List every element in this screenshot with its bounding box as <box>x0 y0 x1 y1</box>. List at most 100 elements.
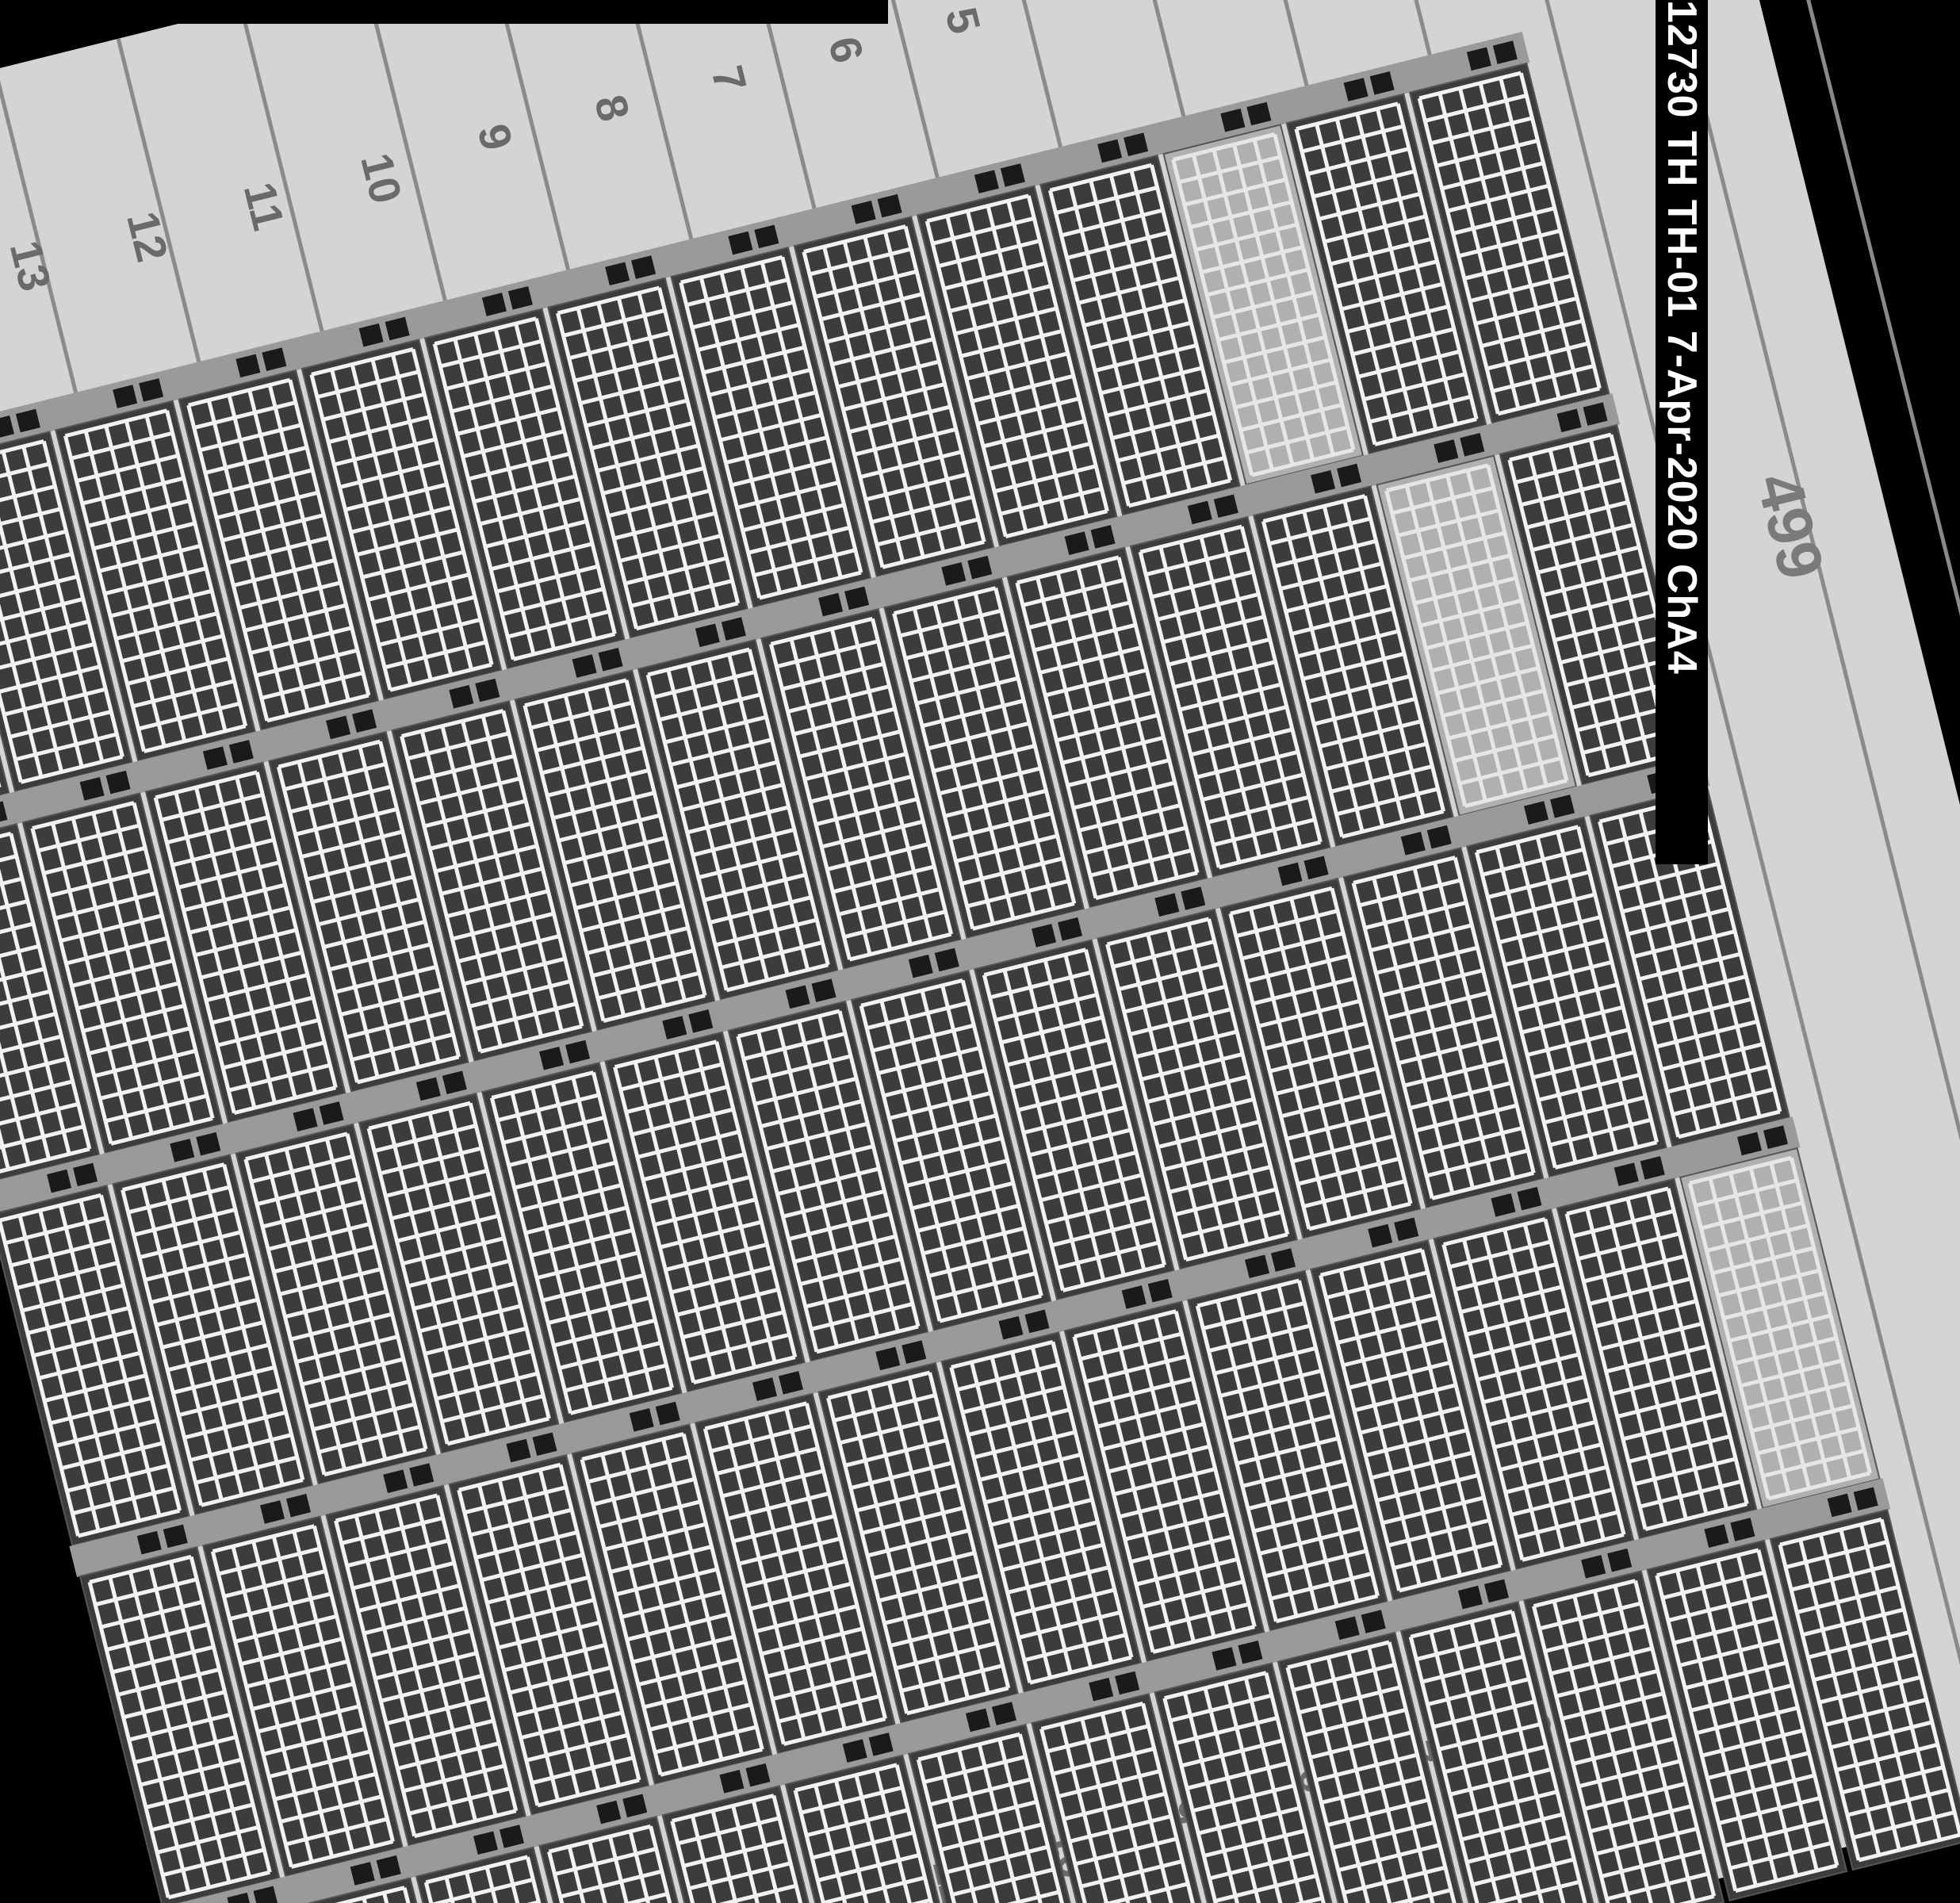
connector-chip <box>998 1315 1024 1340</box>
connector-chip <box>842 1739 867 1763</box>
connector-chip <box>73 1162 98 1187</box>
ruler-number: 10 <box>351 148 412 209</box>
connector-chip <box>1334 1616 1360 1641</box>
cell-module <box>0 431 133 793</box>
connector-chip <box>1058 917 1083 941</box>
connector-chip <box>1220 108 1246 132</box>
connector-chip <box>728 231 753 255</box>
cell-module <box>301 339 503 701</box>
cell-module <box>817 1361 1020 1725</box>
connector-chip <box>202 746 228 770</box>
cell-module <box>1376 454 1578 817</box>
cell-module <box>793 216 995 578</box>
cell-module <box>1408 62 1610 425</box>
connector-chip <box>259 1500 285 1524</box>
connector-chip <box>754 224 779 249</box>
top-left-gradient-band <box>0 0 888 24</box>
connector-chip <box>449 684 474 709</box>
connector-chip <box>507 285 533 310</box>
connector-chip <box>1361 1610 1386 1633</box>
connector-chip <box>228 740 254 764</box>
connector-chip <box>902 1340 927 1364</box>
connector-chip <box>1147 1278 1173 1303</box>
connector-chip <box>605 262 630 286</box>
connector-chip <box>629 1408 654 1432</box>
connector-chip <box>1640 1156 1665 1180</box>
connector-chip <box>285 1493 312 1518</box>
connector-chip <box>409 1463 434 1487</box>
connector-chip <box>1426 825 1452 849</box>
cell-module <box>21 792 224 1154</box>
cell-module <box>514 669 716 1032</box>
connector-chip <box>1337 463 1362 488</box>
cell-module <box>1129 515 1331 879</box>
connector-chip <box>811 978 836 1002</box>
connector-chip <box>1491 1193 1516 1217</box>
connector-chip <box>1607 1548 1633 1572</box>
cell-module <box>0 1184 190 1547</box>
connector-chip <box>352 709 377 733</box>
connector-chip <box>1736 1131 1762 1156</box>
cell-module <box>55 400 257 762</box>
cell-module <box>1556 1177 1758 1540</box>
solar-cell-panel <box>0 32 1960 1903</box>
cell-module <box>1646 1539 1848 1901</box>
connector-chip <box>1311 469 1336 494</box>
connector-chip <box>15 408 40 433</box>
connector-chip <box>868 1733 894 1756</box>
image-label-band: 12730 TH TH-01 7-Apr-2020 ChA4 <box>1656 0 1708 864</box>
connector-chip <box>719 1770 745 1794</box>
connector-chip <box>1187 500 1212 525</box>
connector-chip <box>565 1040 591 1064</box>
cell-module <box>940 1331 1143 1694</box>
cell-module <box>727 1000 929 1363</box>
connector-chip <box>499 1825 524 1848</box>
connector-chip <box>376 1855 401 1879</box>
cell-module <box>1465 816 1667 1178</box>
cell-module <box>637 638 839 1001</box>
cell-module <box>78 1546 281 1903</box>
cell-module <box>670 246 872 609</box>
cell-module <box>784 1754 986 1903</box>
connector-chip <box>662 1016 687 1040</box>
connector-chip <box>163 1524 188 1549</box>
cell-module <box>423 308 626 670</box>
cell-module <box>1154 1662 1356 1903</box>
connector-chip <box>105 770 131 795</box>
connector-chip <box>965 1708 990 1733</box>
connector-chip <box>136 1530 162 1555</box>
connector-chip <box>1730 1518 1755 1541</box>
connector-chip <box>721 617 746 641</box>
cell-module <box>661 1785 863 1903</box>
connector-chip <box>1181 886 1206 910</box>
connector-chip <box>506 1438 531 1463</box>
cell-module <box>1031 1693 1233 1903</box>
connector-chip <box>1704 1524 1729 1548</box>
connector-chip <box>350 1862 375 1886</box>
cell-module <box>1219 877 1422 1240</box>
connector-strip <box>0 755 1710 1216</box>
connector-chip <box>1457 1585 1483 1610</box>
connector-chip <box>1614 1162 1639 1186</box>
connector-chip <box>139 378 164 402</box>
connector-chip <box>293 1108 318 1131</box>
cell-module <box>1342 847 1545 1209</box>
connector-strip <box>69 1116 1801 1577</box>
cell-module <box>883 577 1085 940</box>
connector-chip <box>631 255 657 279</box>
cell-module <box>415 1846 617 1903</box>
cell-module <box>604 1031 806 1393</box>
connector-chip <box>877 193 902 218</box>
cell-module <box>916 185 1118 547</box>
connector-chip <box>475 678 500 703</box>
connector-chip <box>622 1794 648 1818</box>
cell-module <box>571 1423 773 1786</box>
connector-chip <box>319 1101 344 1125</box>
connector-chip <box>778 1371 804 1395</box>
connector-chip <box>908 954 933 978</box>
cell-module <box>538 1815 741 1903</box>
ruler-line <box>1470 0 1960 1810</box>
connector-chip <box>1434 439 1459 463</box>
cell-module <box>547 277 749 640</box>
connector-chip <box>1466 47 1491 71</box>
